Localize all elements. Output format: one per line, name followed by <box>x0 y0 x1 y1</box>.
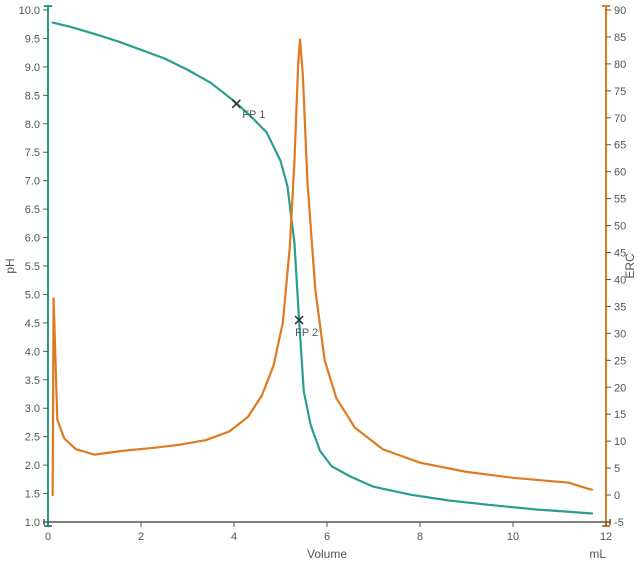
svg-text:65: 65 <box>614 140 626 152</box>
svg-text:1.0: 1.0 <box>25 517 40 529</box>
svg-text:3.0: 3.0 <box>25 403 40 415</box>
svg-text:5.0: 5.0 <box>25 289 40 301</box>
marker-label: FP 1 <box>242 109 265 121</box>
svg-text:85: 85 <box>614 32 626 44</box>
svg-text:4.0: 4.0 <box>25 346 40 358</box>
svg-text:70: 70 <box>614 113 626 125</box>
svg-text:5: 5 <box>614 463 620 475</box>
svg-text:15: 15 <box>614 409 626 421</box>
svg-text:6.0: 6.0 <box>25 233 40 245</box>
svg-text:4.5: 4.5 <box>25 318 40 330</box>
svg-text:55: 55 <box>614 194 626 206</box>
svg-text:2: 2 <box>138 531 144 543</box>
svg-text:-5: -5 <box>614 517 624 529</box>
titration-chart: 1.0 1.5 2.0 2.5 3.0 3.5 4.0 4.5 5.0 5.5 6.0 6.5 7.0 7… <box>0 0 644 564</box>
svg-text:8.5: 8.5 <box>25 90 40 102</box>
svg-text:1.5: 1.5 <box>25 489 40 501</box>
svg-text:10.0: 10.0 <box>19 5 40 17</box>
svg-text:12: 12 <box>600 531 612 543</box>
svg-text:25: 25 <box>614 355 626 367</box>
svg-text:9.5: 9.5 <box>25 33 40 45</box>
svg-text:2.0: 2.0 <box>25 460 40 472</box>
svg-text:2.5: 2.5 <box>25 432 40 444</box>
svg-text:0: 0 <box>45 531 51 543</box>
svg-text:6: 6 <box>324 531 330 543</box>
marker-label: FP 2 <box>295 327 318 339</box>
svg-text:35: 35 <box>614 301 626 313</box>
svg-text:8.0: 8.0 <box>25 119 40 131</box>
x-axis-unit: mL <box>589 547 606 561</box>
svg-text:10: 10 <box>614 436 626 448</box>
svg-text:75: 75 <box>614 86 626 98</box>
svg-text:4: 4 <box>231 531 237 543</box>
svg-text:5.5: 5.5 <box>25 261 40 273</box>
svg-text:60: 60 <box>614 167 626 179</box>
svg-text:20: 20 <box>614 382 626 394</box>
svg-text:90: 90 <box>614 5 626 17</box>
chart-canvas: 1.0 1.5 2.0 2.5 3.0 3.5 4.0 4.5 5.0 5.5 6.0 6.5 7.0 7… <box>0 0 644 564</box>
svg-text:6.5: 6.5 <box>25 204 40 216</box>
svg-text:80: 80 <box>614 59 626 71</box>
svg-text:30: 30 <box>614 328 626 340</box>
svg-text:8: 8 <box>417 531 423 543</box>
y-left-axis-title: pH <box>3 258 17 273</box>
svg-text:10: 10 <box>507 531 519 543</box>
svg-text:50: 50 <box>614 221 626 233</box>
svg-text:0: 0 <box>614 490 620 502</box>
svg-text:3.5: 3.5 <box>25 375 40 387</box>
x-axis-title: Volume <box>307 547 347 561</box>
svg-text:7.5: 7.5 <box>25 147 40 159</box>
y-right-axis-title: ERC <box>623 253 637 279</box>
svg-text:7.0: 7.0 <box>25 176 40 188</box>
svg-text:9.0: 9.0 <box>25 62 40 74</box>
